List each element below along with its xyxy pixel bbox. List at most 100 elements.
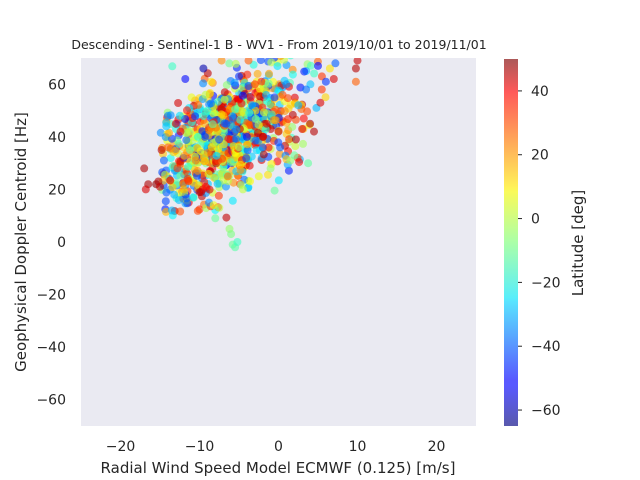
scatter-point xyxy=(227,230,236,239)
scatter-point xyxy=(213,179,222,188)
scatter-point xyxy=(162,122,171,131)
scatter-point xyxy=(310,69,319,78)
scatter-point xyxy=(220,119,229,128)
scatter-point xyxy=(193,166,202,175)
scatter-point xyxy=(243,140,252,149)
colorbar-tick-label: 20 xyxy=(531,148,549,164)
scatter-point xyxy=(230,78,239,87)
scatter-point xyxy=(234,143,243,152)
scatter-point xyxy=(176,171,185,180)
scatter-point xyxy=(237,99,246,108)
scatter-point xyxy=(264,170,272,179)
scatter-point xyxy=(242,132,251,141)
scatter-point xyxy=(165,128,173,137)
scatter-point xyxy=(184,162,193,171)
scatter-point xyxy=(288,122,297,131)
scatter-point xyxy=(214,191,223,200)
scatter-point xyxy=(246,93,255,102)
scatter-point xyxy=(280,107,289,116)
scatter-point xyxy=(243,146,252,155)
scatter-point xyxy=(180,151,189,160)
scatter-point xyxy=(257,77,266,86)
scatter-point xyxy=(262,91,271,99)
scatter-point xyxy=(258,143,267,152)
x-axis-ticks: −20 −10 0 10 20 xyxy=(106,439,446,455)
scatter-point xyxy=(264,143,273,152)
scatter-point xyxy=(256,58,265,65)
scatter-point xyxy=(244,58,253,65)
scatter-point xyxy=(157,146,166,154)
scatter-point xyxy=(274,127,283,136)
scatter-point xyxy=(193,132,202,141)
scatter-point xyxy=(171,146,180,155)
scatter-point xyxy=(231,105,240,114)
scatter-point xyxy=(244,82,253,90)
scatter-point xyxy=(290,93,299,102)
scatter-point xyxy=(224,149,233,158)
scatter-point xyxy=(214,145,223,154)
y-axis-label: Geophysical Doppler Centroid [Hz] xyxy=(12,112,30,372)
scatter-point xyxy=(215,135,224,144)
scatter-point xyxy=(236,165,245,174)
scatter-point xyxy=(231,59,240,68)
scatter-point xyxy=(295,158,304,167)
scatter-point xyxy=(285,135,294,144)
scatter-point xyxy=(265,69,273,78)
scatter-point xyxy=(183,174,192,183)
scatter-point xyxy=(217,110,226,119)
scatter-point xyxy=(321,93,330,102)
scatter-point xyxy=(294,101,303,110)
scatter-point xyxy=(208,120,217,129)
scatter-point xyxy=(163,111,172,120)
scatter-point xyxy=(226,158,235,167)
colorbar-tick-label: 0 xyxy=(531,212,540,228)
scatter-point xyxy=(274,176,283,185)
scatter-point xyxy=(306,61,315,70)
scatter-point xyxy=(287,58,294,60)
scatter-point xyxy=(259,108,268,117)
scatter-point xyxy=(186,146,194,154)
scatter-point xyxy=(250,80,259,89)
scatter-points xyxy=(140,58,362,252)
scatter-point xyxy=(191,112,200,121)
scatter-point xyxy=(238,91,247,100)
scatter-point xyxy=(213,97,222,106)
scatter-point xyxy=(167,206,176,215)
scatter-point xyxy=(175,111,184,120)
y-tick-label: −40 xyxy=(36,340,66,356)
scatter-point xyxy=(171,119,180,128)
scatter-point xyxy=(200,132,209,141)
scatter-point xyxy=(187,93,196,102)
scatter-point xyxy=(174,196,183,205)
scatter-point xyxy=(251,114,260,123)
scatter-point xyxy=(247,101,256,110)
scatter-point xyxy=(321,77,330,86)
scatter-point xyxy=(270,93,279,102)
scatter-point xyxy=(193,206,202,215)
colorbar-tick-label: −20 xyxy=(531,275,561,291)
scatter-point xyxy=(278,90,287,99)
scatter-point xyxy=(191,156,200,165)
scatter-point xyxy=(288,70,297,79)
scatter-point xyxy=(253,69,262,78)
scatter-point xyxy=(201,90,210,99)
scatter-point xyxy=(199,64,208,73)
scatter-point xyxy=(194,100,203,109)
scatter-point xyxy=(232,125,241,134)
scatter-point xyxy=(161,197,170,206)
scatter-point xyxy=(256,92,265,101)
scatter-point xyxy=(176,127,185,136)
scatter-point xyxy=(316,98,325,107)
scatter-point xyxy=(225,59,234,68)
scatter-point xyxy=(236,115,245,124)
x-tick-label: −10 xyxy=(185,439,215,455)
scatter-point xyxy=(200,157,209,166)
scatter-point xyxy=(173,164,182,173)
scatter-point xyxy=(353,58,362,65)
colorbar-tick-label: −40 xyxy=(531,339,561,355)
scatter-point xyxy=(196,147,205,156)
x-tick-label: 0 xyxy=(274,439,283,455)
scatter-point xyxy=(217,58,226,65)
scatter-point xyxy=(302,85,311,94)
colorbar-tick-label: −60 xyxy=(531,403,561,419)
